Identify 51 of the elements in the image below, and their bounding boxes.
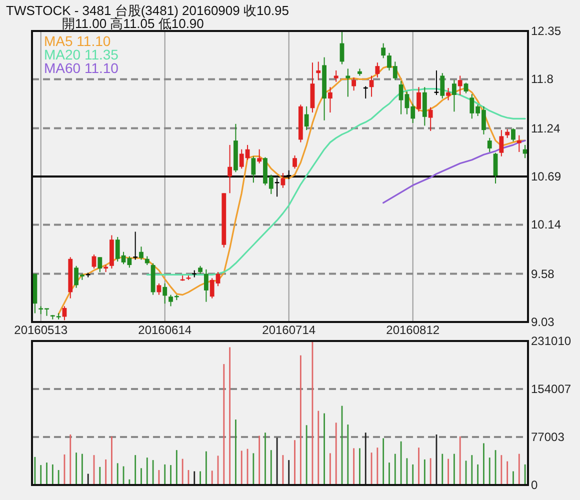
candlestick [334, 70, 338, 82]
y-tick-label: 9.03 [531, 315, 555, 329]
candlestick [316, 61, 321, 81]
y-tick-label: 11.8 [531, 72, 554, 86]
candlestick [416, 86, 421, 112]
y-tick-label: 231010 [531, 334, 572, 348]
x-tick-label: 20160812 [386, 323, 440, 337]
y-tick-label: 77003 [531, 430, 565, 444]
candlestick [98, 256, 102, 273]
x-tick-label: 20160614 [138, 323, 192, 337]
candlestick [92, 254, 96, 270]
candlestick [346, 68, 350, 98]
candlestick [464, 82, 468, 94]
y-tick-label: 0 [531, 478, 538, 492]
y-tick-label: 10.69 [531, 170, 562, 184]
candlestick [375, 62, 380, 78]
x-tick-label: 20160714 [262, 323, 316, 337]
candlestick [328, 86, 332, 114]
candlestick [257, 148, 262, 164]
candlestick [204, 268, 208, 302]
candlestick [369, 75, 374, 98]
candlestick [280, 172, 286, 188]
candlestick [446, 87, 450, 101]
candlestick [162, 282, 168, 304]
x-tick-label: 20160513 [14, 323, 68, 337]
y-tick-label: 12.35 [531, 24, 562, 38]
y-tick-label: 9.58 [531, 266, 555, 281]
text: MA60 11.10 [44, 60, 119, 76]
candlestick [381, 42, 386, 59]
chart-title: TWSTOCK - 3481 台股(3481) 20160909 收10.95 [6, 3, 290, 18]
candlestick [156, 282, 162, 296]
candlestick [493, 152, 498, 184]
candlestick [352, 76, 356, 92]
candlestick [228, 144, 232, 194]
y-tick-label: 154007 [531, 382, 572, 396]
candlestick [304, 106, 309, 131]
candlestick [516, 134, 522, 152]
y-tick-label: 11.24 [531, 121, 560, 136]
candlestick [511, 128, 516, 142]
candlestick [452, 80, 456, 112]
candlestick [292, 154, 297, 170]
text: MA5 11.10 [44, 33, 111, 49]
candlestick [428, 106, 433, 132]
candlestick [251, 156, 256, 184]
y-tick-label: 10.14 [531, 218, 562, 232]
candlestick [139, 246, 144, 260]
candlestick [487, 137, 492, 152]
candlestick [440, 72, 445, 99]
candlestick [499, 130, 504, 157]
candlestick [458, 75, 462, 96]
text: MA20 11.35 [44, 46, 119, 62]
